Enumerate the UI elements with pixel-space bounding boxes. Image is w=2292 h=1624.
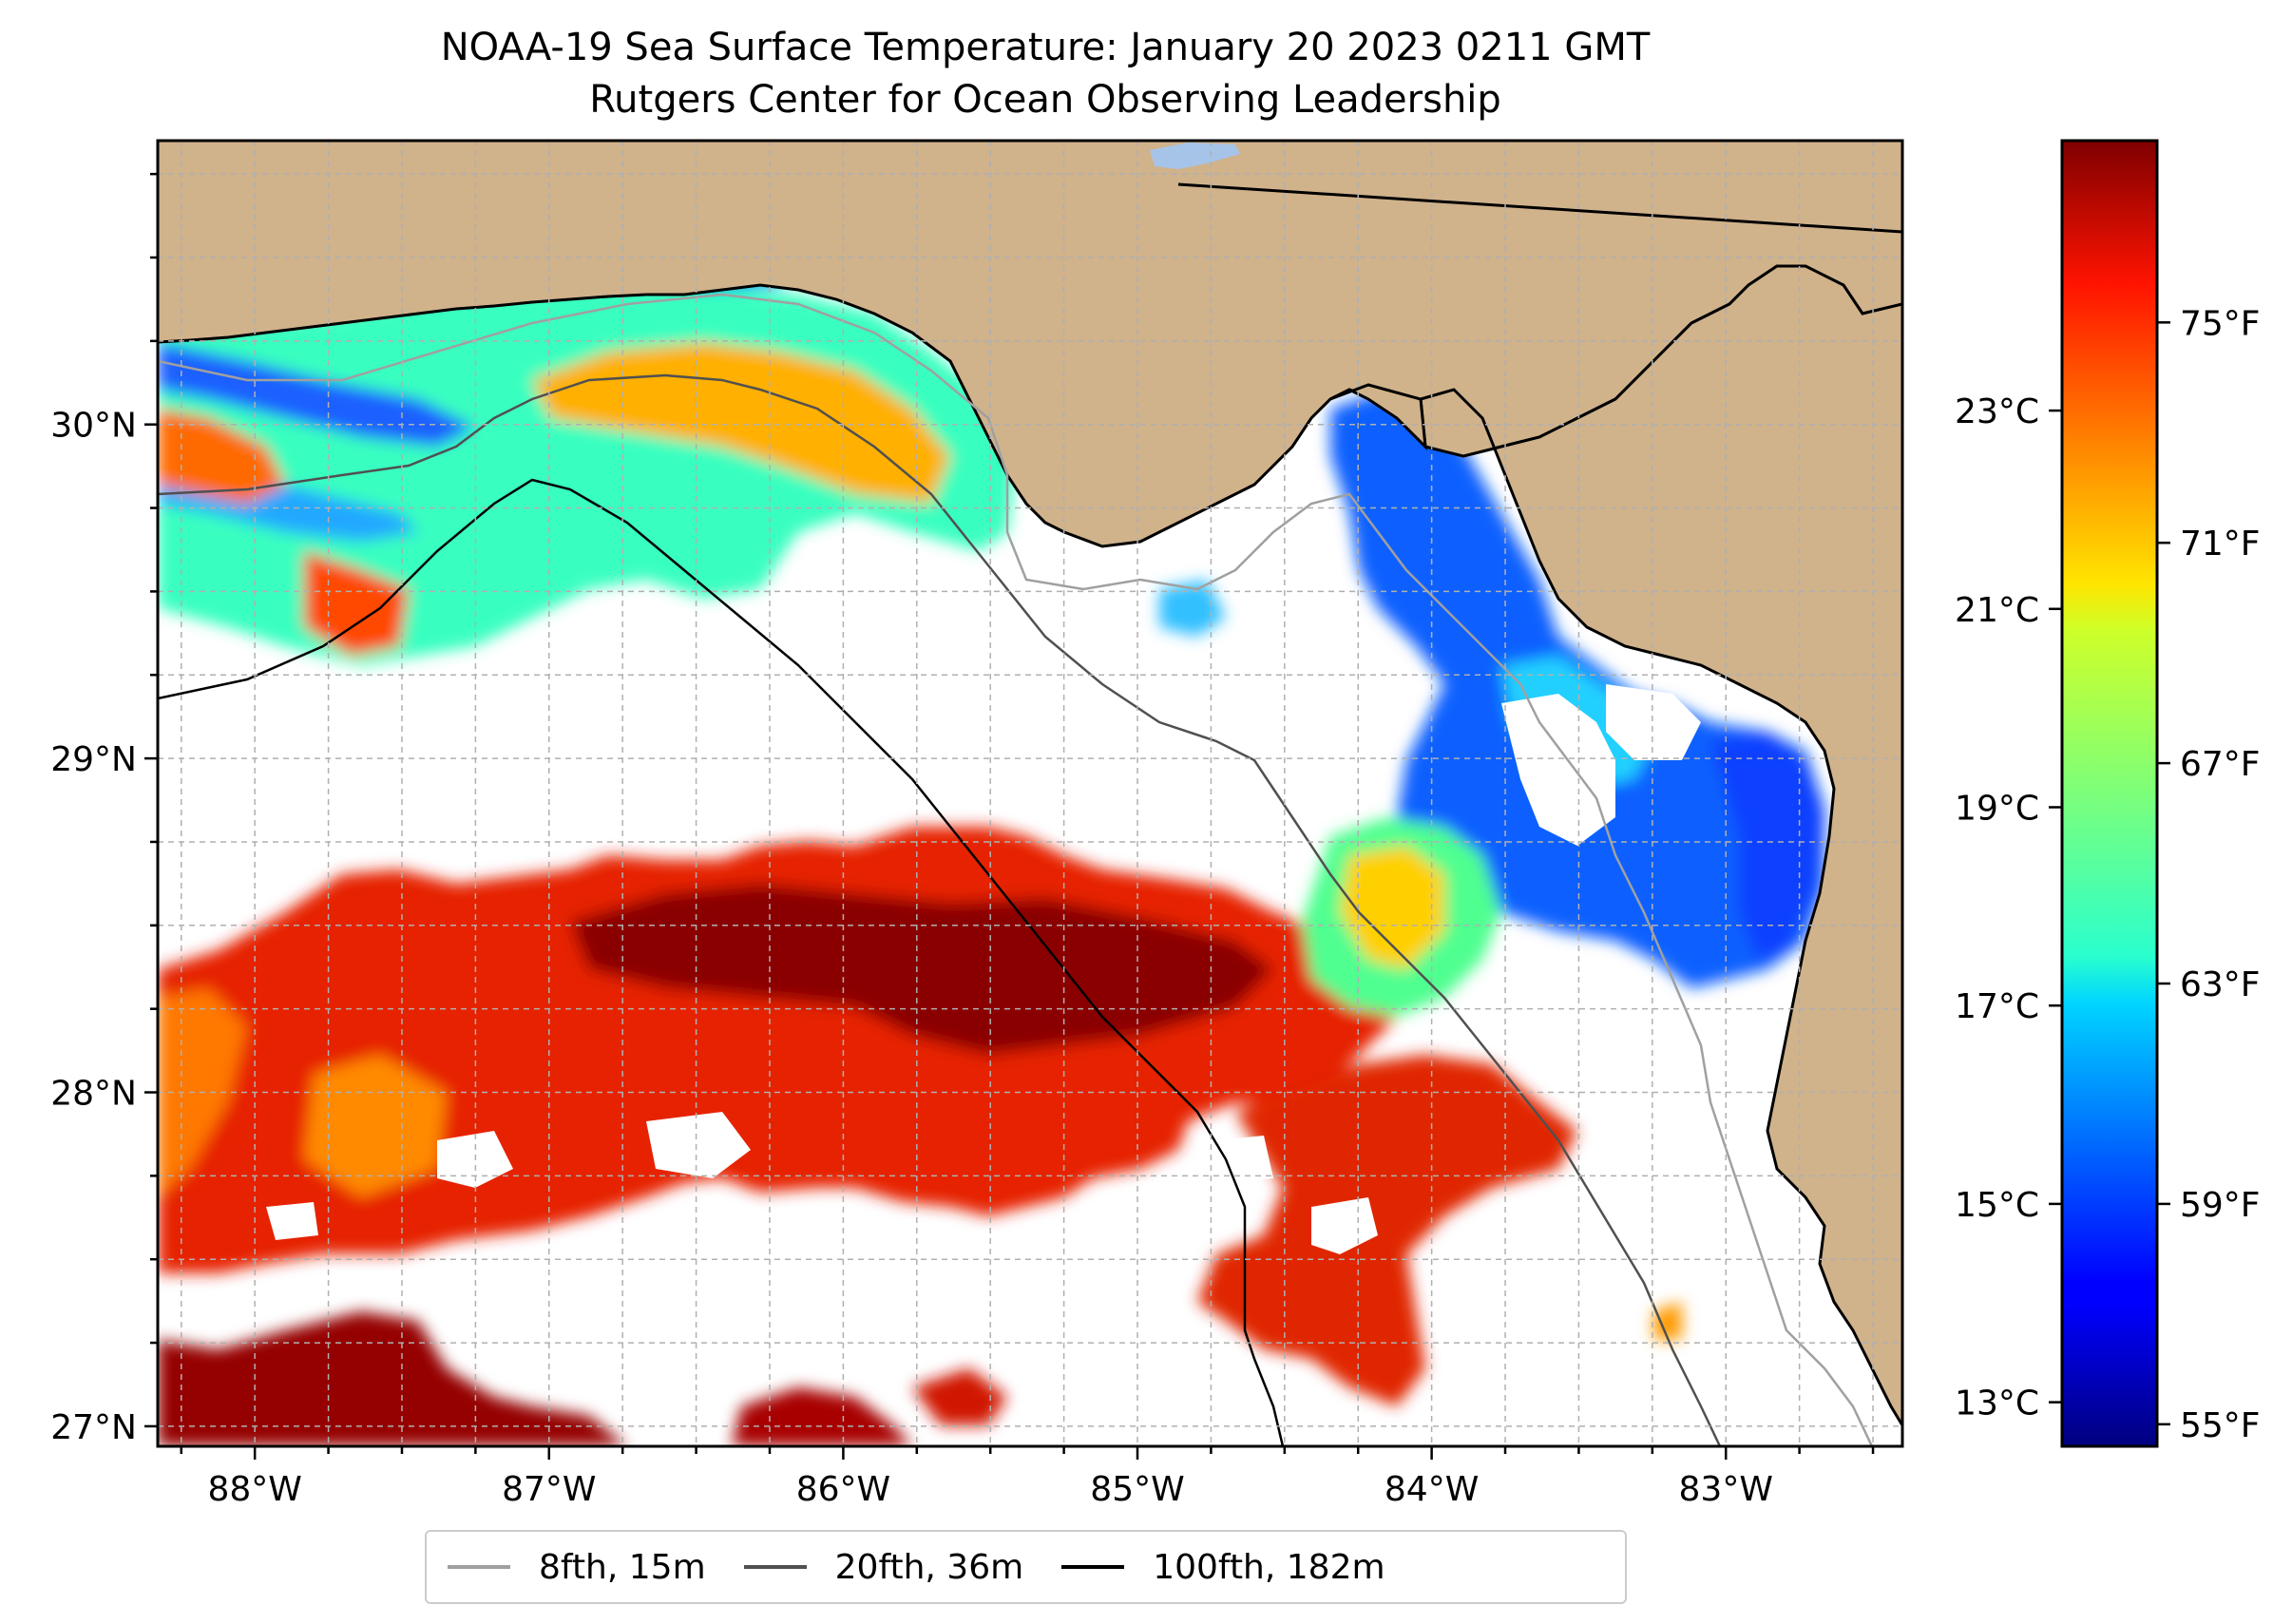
legend-entry: 8fth, 15m <box>448 1548 706 1587</box>
sst-north-blue-streak <box>158 342 475 447</box>
sst-southeast-warm <box>1197 1055 1577 1406</box>
sst-bottom-center <box>732 1387 912 1446</box>
colorbar-f-label: 71°F <box>2180 525 2261 564</box>
lon-tick-label: 84°W <box>1385 1470 1479 1509</box>
lon-tick-label: 83°W <box>1679 1470 1773 1509</box>
legend-line-swatch <box>743 1565 807 1569</box>
gap <box>1311 1197 1378 1254</box>
no-data-gaps <box>266 684 1701 1254</box>
sst-orange-patch-2 <box>304 1055 447 1197</box>
lon-tick-label: 85°W <box>1090 1470 1184 1509</box>
colorbar-f-label: 59°F <box>2180 1186 2261 1225</box>
sst-bottom-center-2 <box>912 1368 1007 1425</box>
sst-west-warm <box>158 409 285 504</box>
lake <box>1150 143 1240 169</box>
contour-20fth <box>158 373 1722 1446</box>
lat-tick-label: 27°N <box>50 1408 137 1447</box>
sst-east-coast-blue <box>1710 732 1824 960</box>
lon-tick-label: 88°W <box>207 1470 301 1509</box>
colorbar-f-axis: 55°F 59°F 63°F 67°F 71°F 75°F <box>2157 304 2261 1445</box>
map-panel <box>158 141 1902 1446</box>
legend-entry: 100fth, 182m <box>1061 1548 1385 1587</box>
colorbar-c-label: 15°C <box>1955 1186 2039 1225</box>
lat-tick-label: 29°N <box>50 740 137 779</box>
colorbar-c-label: 13°C <box>1955 1385 2039 1423</box>
lat-tick-label: 30°N <box>50 407 137 446</box>
lon-tick-label: 87°W <box>502 1470 596 1509</box>
chart-subtitle: Rutgers Center for Ocean Observing Leade… <box>589 78 1501 122</box>
legend-label: 100fth, 182m <box>1153 1547 1385 1587</box>
gap <box>1606 684 1701 760</box>
colorbar <box>2060 139 2159 1448</box>
sst-bigbend-yellow <box>1340 846 1444 969</box>
colorbar-c-label: 19°C <box>1955 789 2039 828</box>
colorbar-f-label: 55°F <box>2180 1406 2261 1445</box>
depth-contours <box>158 182 1902 1446</box>
legend-entry: 20fth, 36m <box>743 1547 1024 1587</box>
colorbar-f-label: 63°F <box>2180 965 2261 1004</box>
land-layer <box>158 141 1902 1428</box>
gridlines <box>158 141 1902 1446</box>
lon-axis: 88°W 87°W 86°W 85°W 84°W 83°W <box>180 1446 1875 1509</box>
contour-100fth <box>158 478 1285 1446</box>
legend-line-swatch <box>1061 1565 1125 1569</box>
legend-label: 20fth, 36m <box>834 1547 1024 1587</box>
sst-north-warm <box>532 342 950 504</box>
gap <box>266 1202 318 1240</box>
state-boundary <box>1177 182 1902 234</box>
legend-label: 8fth, 15m <box>539 1547 706 1587</box>
sst-small-patch-2 <box>1653 1302 1682 1340</box>
gap <box>1501 694 1615 846</box>
contour-8fth <box>158 293 1874 1446</box>
colorbar-f-label: 67°F <box>2180 745 2261 784</box>
lat-tick-label: 28°N <box>50 1075 137 1114</box>
colorbar-c-label: 21°C <box>1955 591 2039 630</box>
lon-tick-label: 86°W <box>796 1470 890 1509</box>
colorbar-f-label: 75°F <box>2180 304 2261 343</box>
sst-bottom-left <box>158 1311 627 1446</box>
colorbar-c-label: 17°C <box>1955 987 2039 1026</box>
colorbar-c-label: 23°C <box>1955 392 2039 431</box>
sst-west-warm-2 <box>304 551 409 656</box>
chart-title: NOAA-19 Sea Surface Temperature: January… <box>440 26 1651 69</box>
land-florida-peninsula <box>1419 264 1902 1428</box>
lat-axis: 30°N 29°N 28°N 27°N <box>50 172 158 1447</box>
legend: 8fth, 15m 20fth, 36m 100fth, 182m <box>425 1530 1627 1604</box>
legend-line-swatch <box>448 1565 510 1569</box>
colorbar-c-axis: 13°C 15°C 17°C 19°C 21°C 23°C <box>1955 392 2062 1423</box>
sst-small-patch <box>1159 580 1226 637</box>
map-frame <box>156 139 1904 1448</box>
gap <box>646 1112 751 1178</box>
land-florida-body <box>1329 383 1427 451</box>
